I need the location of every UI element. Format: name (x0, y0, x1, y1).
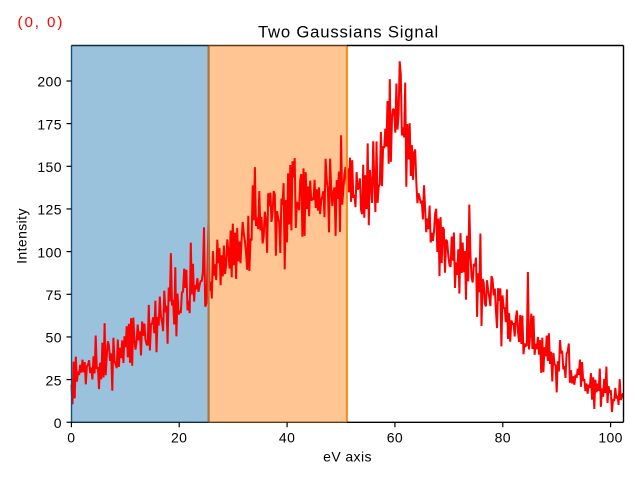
svg-text:eV axis: eV axis (323, 449, 372, 465)
svg-text:Two Gaussians Signal: Two Gaussians Signal (258, 23, 439, 42)
svg-text:60: 60 (387, 429, 403, 445)
svg-text:100: 100 (598, 429, 623, 445)
svg-text:100: 100 (37, 244, 62, 260)
svg-text:0: 0 (67, 429, 75, 445)
svg-text:0: 0 (54, 415, 62, 431)
svg-text:(0, 0): (0, 0) (18, 14, 65, 31)
svg-text:125: 125 (37, 202, 62, 218)
svg-text:175: 175 (37, 116, 62, 132)
svg-text:80: 80 (495, 429, 511, 445)
svg-text:150: 150 (37, 159, 62, 175)
svg-text:75: 75 (46, 287, 62, 303)
svg-text:Intensity: Intensity (13, 208, 29, 264)
svg-text:200: 200 (37, 74, 62, 90)
svg-text:20: 20 (171, 429, 187, 445)
svg-text:25: 25 (46, 372, 62, 388)
svg-text:50: 50 (46, 330, 62, 346)
svg-text:40: 40 (279, 429, 295, 445)
